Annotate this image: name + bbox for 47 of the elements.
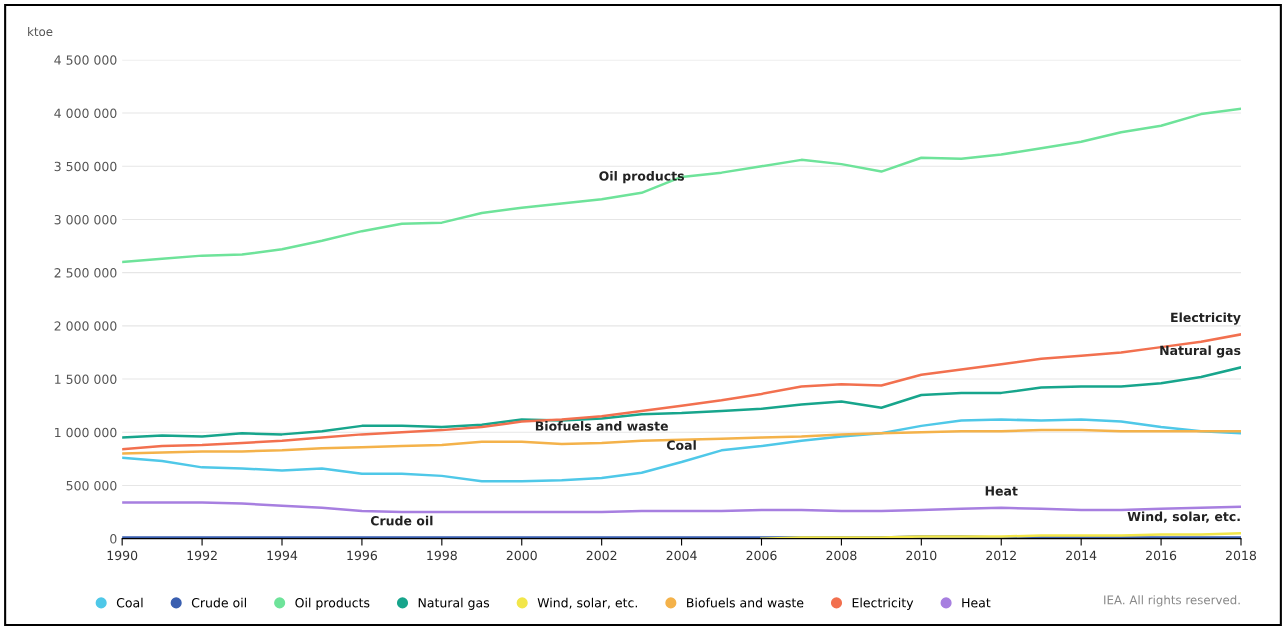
legend-label: Coal — [116, 597, 143, 608]
y-tick-label: 2 000 000 — [54, 321, 117, 331]
legend-label: Heat — [962, 598, 991, 608]
y-tick-label: 2 500 000 — [54, 268, 117, 278]
x-tick-label: 2000 — [506, 550, 537, 561]
x-tick-label: 2006 — [746, 550, 777, 561]
y-tick-label: 4 500 000 — [54, 55, 117, 65]
line-series — [122, 107, 1241, 264]
y-tick-label: 0 — [110, 534, 117, 544]
y-tick-label: 1 500 000 — [55, 374, 117, 384]
y-tick-label: 500 000 — [66, 480, 117, 491]
x-tick-label: 1996 — [347, 550, 378, 561]
x-tick-label: 2010 — [906, 550, 937, 561]
legend-label: Biofuels and waste — [687, 597, 804, 608]
x-tick-label: 2018 — [1226, 550, 1257, 561]
x-tick-label: 2008 — [826, 550, 857, 561]
text: IEA. All rights reserved. — [1104, 595, 1240, 607]
line-series — [122, 333, 1241, 451]
annotation: Biofuels and waste — [535, 421, 668, 431]
annotation: Coal — [666, 440, 696, 450]
y-tick-label: 4 000 000 — [54, 108, 117, 118]
y-tick-label: 3 000 000 — [54, 214, 117, 225]
annotation: Heat — [985, 486, 1018, 496]
x-tick-label: 2014 — [1066, 550, 1097, 561]
y-tick-label: 1 000 000 — [55, 427, 117, 438]
legend-label: Natural gas — [418, 597, 490, 610]
x-tick-label: 2012 — [986, 550, 1016, 561]
x-tick-label: 1990 — [107, 550, 138, 561]
line-series — [122, 366, 1241, 439]
line-series — [122, 418, 1241, 483]
legend-label: Oil products — [295, 597, 370, 610]
x-tick-label: 2002 — [586, 550, 617, 561]
legend-label: Crude oil — [191, 597, 246, 608]
y-tick-label: 3 500 000 — [54, 161, 117, 172]
x-tick-label: 1998 — [427, 550, 457, 561]
legend-label: Electricity — [852, 597, 914, 610]
annotation: Crude oil — [370, 515, 433, 526]
x-tick-label: 1994 — [267, 550, 298, 561]
x-tick-label: 1992 — [187, 550, 217, 561]
x-tick-label: 2016 — [1146, 550, 1177, 561]
annotation: Natural gas — [1160, 345, 1241, 358]
legend-label: Wind, solar, etc. — [537, 597, 638, 609]
y-axis-title: ktoe — [28, 26, 53, 37]
x-tick-label: 2004 — [666, 550, 697, 561]
annotation: Electricity — [1171, 312, 1241, 325]
annotation: Oil products — [599, 171, 684, 184]
annotation: Wind, solar, etc. — [1127, 511, 1240, 523]
